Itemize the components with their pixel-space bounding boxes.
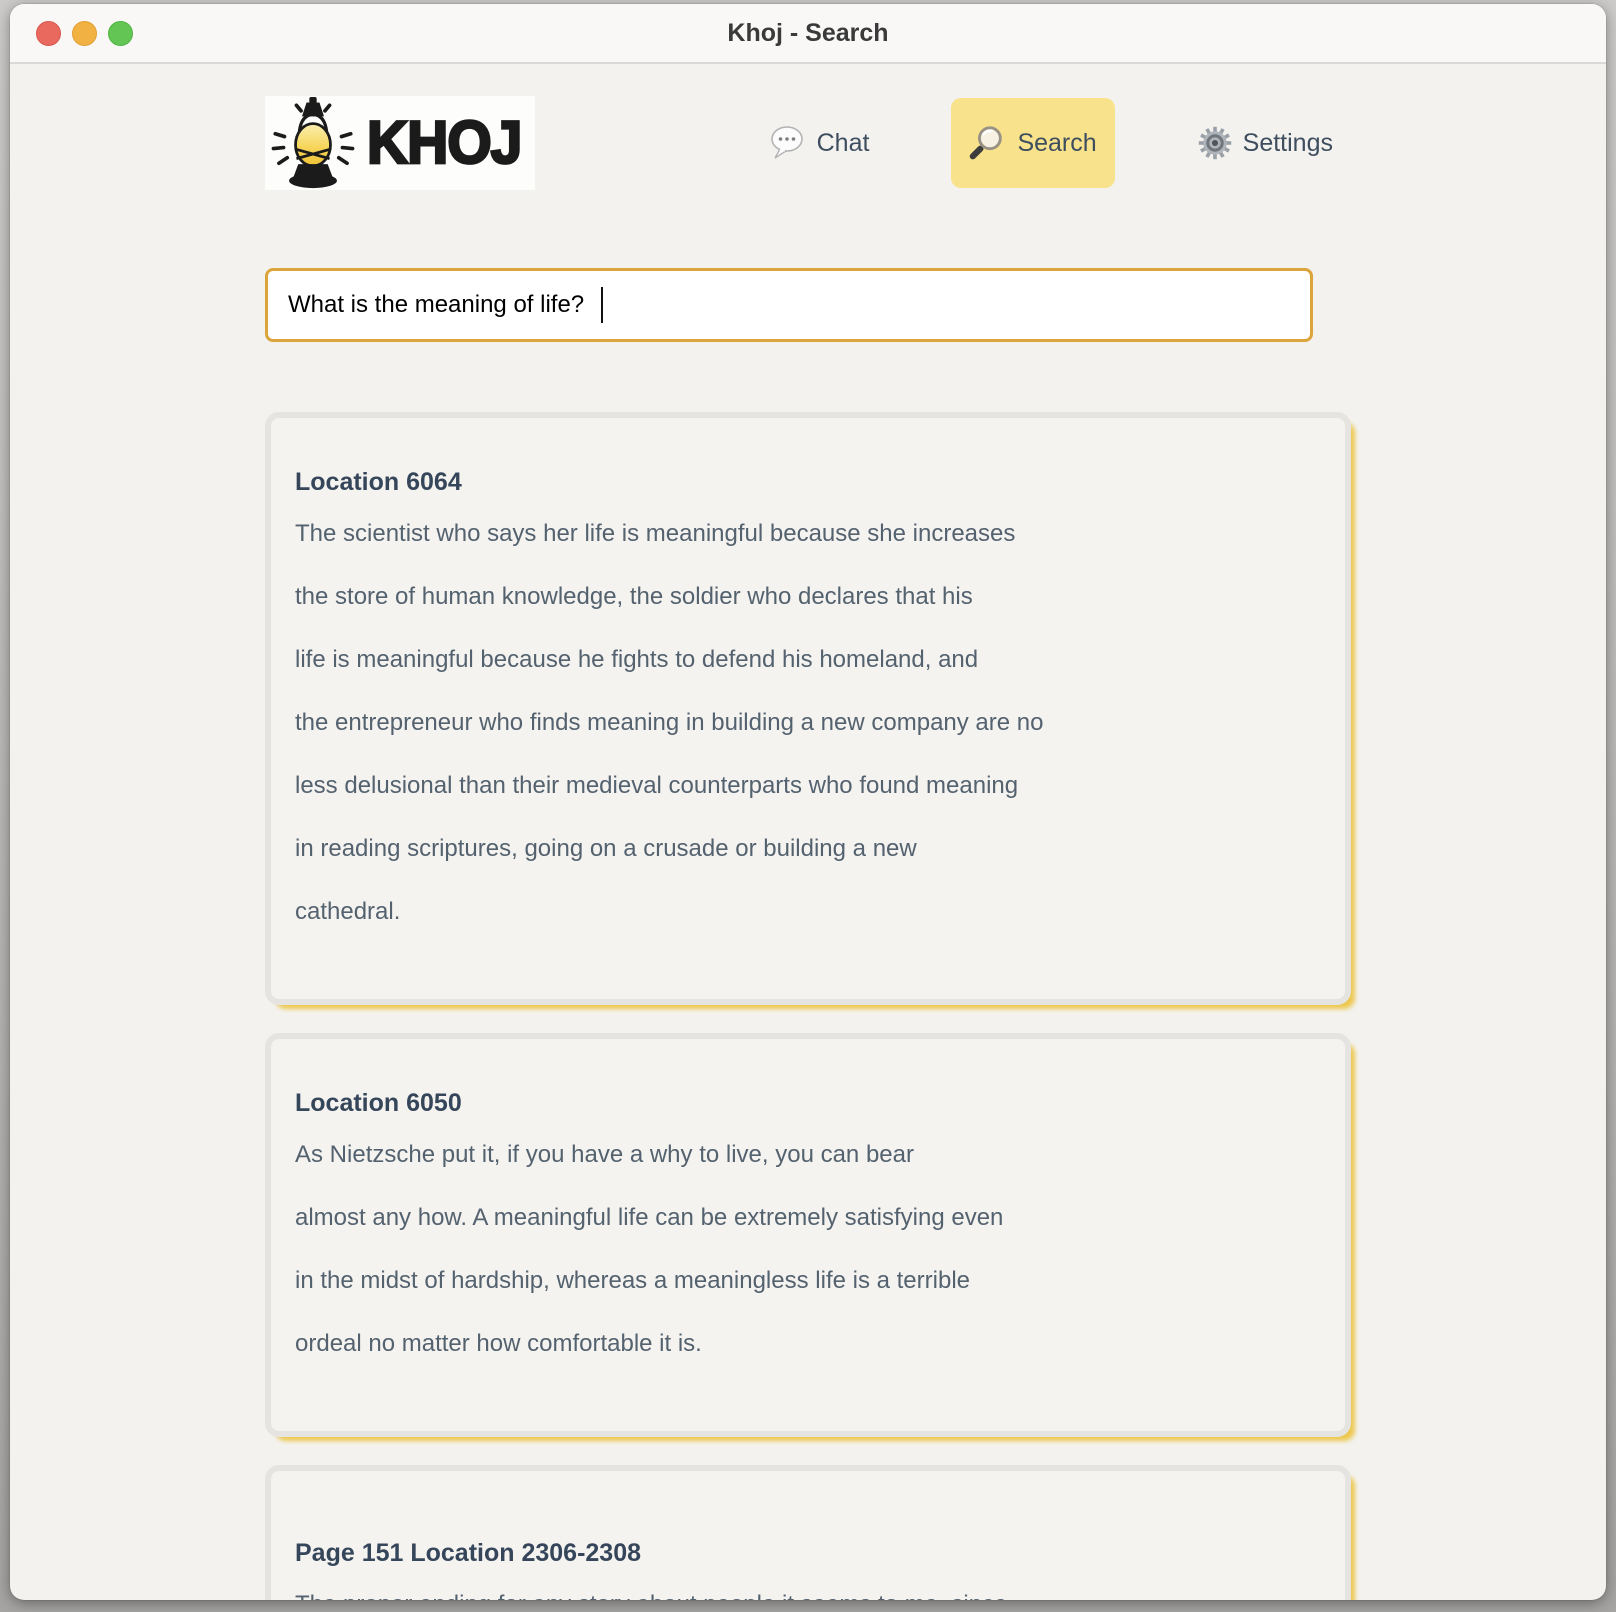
- result-card[interactable]: Page 151 Location 2306-2308 The proper e…: [265, 1465, 1351, 1600]
- nav-settings[interactable]: Settings: [1179, 99, 1351, 187]
- zoom-button[interactable]: [108, 20, 133, 46]
- magnifier-icon: [969, 124, 1007, 162]
- minimize-button[interactable]: [72, 20, 97, 46]
- search-input[interactable]: [265, 268, 1313, 342]
- nav-settings-label: Settings: [1242, 128, 1333, 157]
- nav-search[interactable]: Search: [951, 98, 1115, 188]
- result-card[interactable]: Location 6064 The scientist who says her…: [265, 412, 1351, 1005]
- result-card[interactable]: Location 6050 As Nietzsche put it, if yo…: [265, 1033, 1351, 1437]
- search-results: Location 6064 The scientist who says her…: [265, 412, 1351, 1600]
- result-heading: Location 6064: [295, 468, 462, 496]
- nav-chat[interactable]: Chat: [749, 97, 888, 189]
- app-window: Khoj - Search: [10, 4, 1606, 1600]
- close-button[interactable]: [36, 20, 61, 46]
- nav-chat-label: Chat: [816, 128, 870, 157]
- search-bar: [265, 268, 1313, 342]
- result-line: in the midst of hardship, whereas a mean…: [295, 1267, 970, 1294]
- traffic-lights: [36, 20, 133, 46]
- result-line: life is meaningful because he fights to …: [295, 646, 979, 673]
- result-line: The proper ending for any story about pe…: [295, 1573, 1321, 1600]
- brand-name: KHOJ: [366, 108, 524, 178]
- result-heading: Page 151 Location 2306-2308: [295, 1539, 642, 1567]
- result-line: the entrepreneur who finds meaning in bu…: [295, 709, 1044, 736]
- result-line: cathedral.: [295, 898, 401, 925]
- nav-search-label: Search: [1017, 128, 1097, 157]
- result-line: ordeal no matter how comfortable it is.: [295, 1330, 702, 1357]
- speech-bubble-icon: [767, 123, 807, 163]
- main-nav: Chat Search: [749, 97, 1351, 189]
- result-line: almost any how. A meaningful life can be…: [295, 1204, 1004, 1231]
- window-title: Khoj - Search: [727, 18, 889, 47]
- header: KHOJ Chat: [265, 96, 1351, 190]
- khoj-logo: KHOJ: [265, 96, 536, 190]
- result-line: less delusional than their medieval coun…: [295, 772, 1019, 799]
- titlebar: Khoj - Search: [10, 4, 1606, 64]
- gear-icon: [1197, 125, 1233, 161]
- result-line: As Nietzsche put it, if you have a why t…: [295, 1141, 914, 1168]
- result-heading: Location 6050: [295, 1089, 462, 1117]
- lantern-icon: [271, 97, 355, 189]
- result-line: in reading scriptures, going on a crusad…: [295, 835, 917, 862]
- result-line: The scientist who says her life is meani…: [295, 520, 1016, 547]
- result-line: the store of human knowledge, the soldie…: [295, 583, 973, 610]
